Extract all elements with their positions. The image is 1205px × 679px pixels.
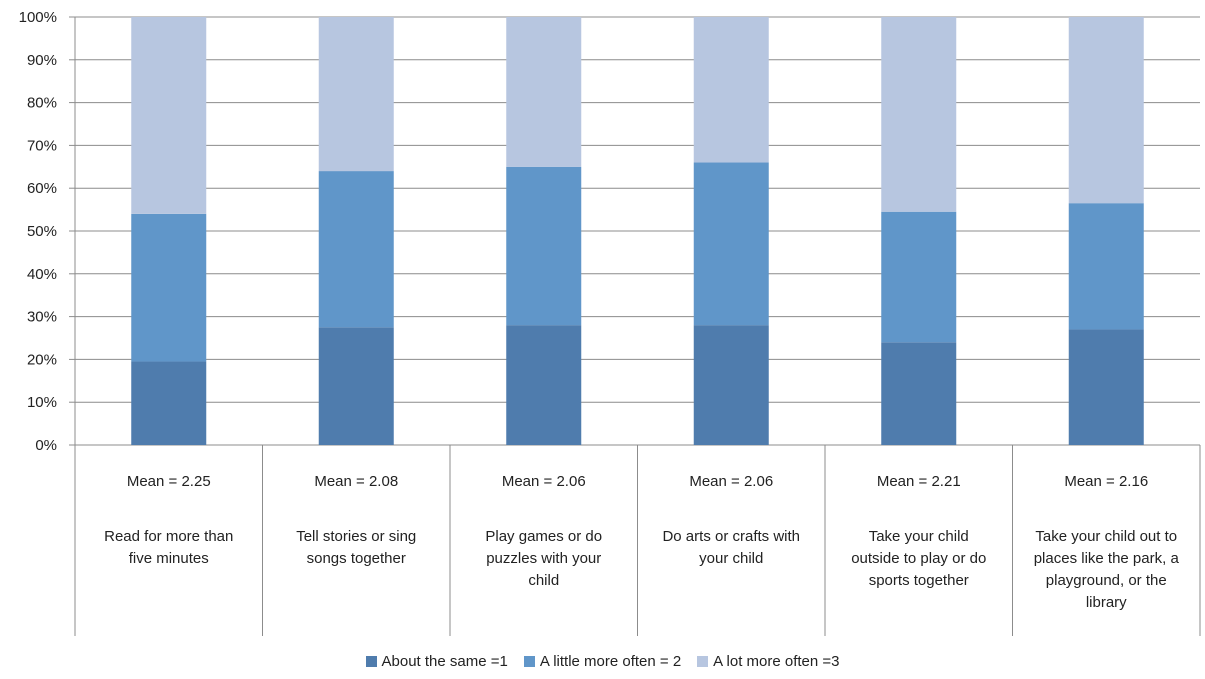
bar-segment-lot-more — [506, 17, 582, 167]
y-tick-label: 20% — [27, 351, 57, 368]
category-mean-label: Mean = 2.08 — [314, 473, 398, 490]
category-label: Read for more than five minutes — [104, 528, 233, 567]
category-label: Take your child out to places like the pa… — [1034, 528, 1180, 611]
category-mean-label: Mean = 2.16 — [1064, 473, 1148, 490]
bar-segment-about-same — [318, 327, 394, 445]
stacked-bar-chart: 0% 10% 20% 30% 40% 50% 60% 70% 80% 90% 100% Mean = … — [19, 9, 1201, 636]
category-mean-label: Mean = 2.06 — [689, 473, 773, 490]
y-tick-label: 40% — [27, 266, 57, 283]
category-label: Tell stories or sing songs together — [296, 528, 416, 567]
bar-segment-about-same — [131, 361, 207, 445]
y-tick-label: 30% — [27, 309, 57, 326]
legend-item-about-same: About the same =1 — [365, 653, 508, 670]
legend-label-little-more: A little more often = 2 — [539, 653, 682, 670]
bar-segment-lot-more — [881, 17, 957, 212]
legend-item-lot-more: A lot more often =3 — [697, 653, 840, 670]
bar-segment-lot-more — [131, 17, 207, 214]
y-tick-label: 80% — [27, 95, 57, 112]
category-label: Take your child outside to play or do spor… — [851, 528, 986, 589]
category-mean-label: Mean = 2.06 — [502, 473, 586, 490]
y-tick-label: 90% — [27, 52, 57, 69]
legend-label-lot-more: A lot more often =3 — [713, 653, 840, 670]
bar-segment-little-more — [1068, 203, 1144, 330]
legend-swatch-little-more — [523, 656, 535, 667]
bar-segment-about-same — [506, 325, 582, 445]
y-tick-label: 0% — [35, 437, 57, 454]
legend: About the same =1 A little more often = … — [0, 653, 1205, 670]
bar-segment-little-more — [693, 162, 769, 326]
bar-segment-little-more — [506, 166, 582, 326]
y-tick-label: 100% — [19, 9, 57, 26]
legend-swatch-about-same — [365, 656, 377, 667]
bar-segment-lot-more — [1068, 17, 1144, 204]
legend-item-little-more: A little more often = 2 — [523, 653, 682, 670]
bar-segment-about-same — [881, 342, 957, 445]
bar-segment-little-more — [318, 171, 394, 328]
bar-segment-lot-more — [318, 17, 394, 172]
y-tick-label: 70% — [27, 137, 57, 154]
bar-segment-lot-more — [693, 17, 769, 163]
legend-swatch-lot-more — [697, 656, 709, 667]
category-mean-label: Mean = 2.21 — [877, 473, 961, 490]
bar-segment-little-more — [881, 211, 957, 343]
category-label: Do arts or crafts with your child — [662, 528, 800, 567]
legend-label-about-same: About the same =1 — [381, 653, 508, 670]
bar-segment-about-same — [1068, 329, 1144, 445]
bar-segment-little-more — [131, 213, 207, 362]
bar-segment-about-same — [693, 325, 769, 445]
y-tick-label: 60% — [27, 180, 57, 197]
y-tick-label: 10% — [27, 394, 57, 411]
category-label: Play games or do puzzles with your child — [485, 528, 602, 589]
category-mean-label: Mean = 2.25 — [127, 473, 211, 490]
y-tick-label: 50% — [27, 223, 57, 240]
